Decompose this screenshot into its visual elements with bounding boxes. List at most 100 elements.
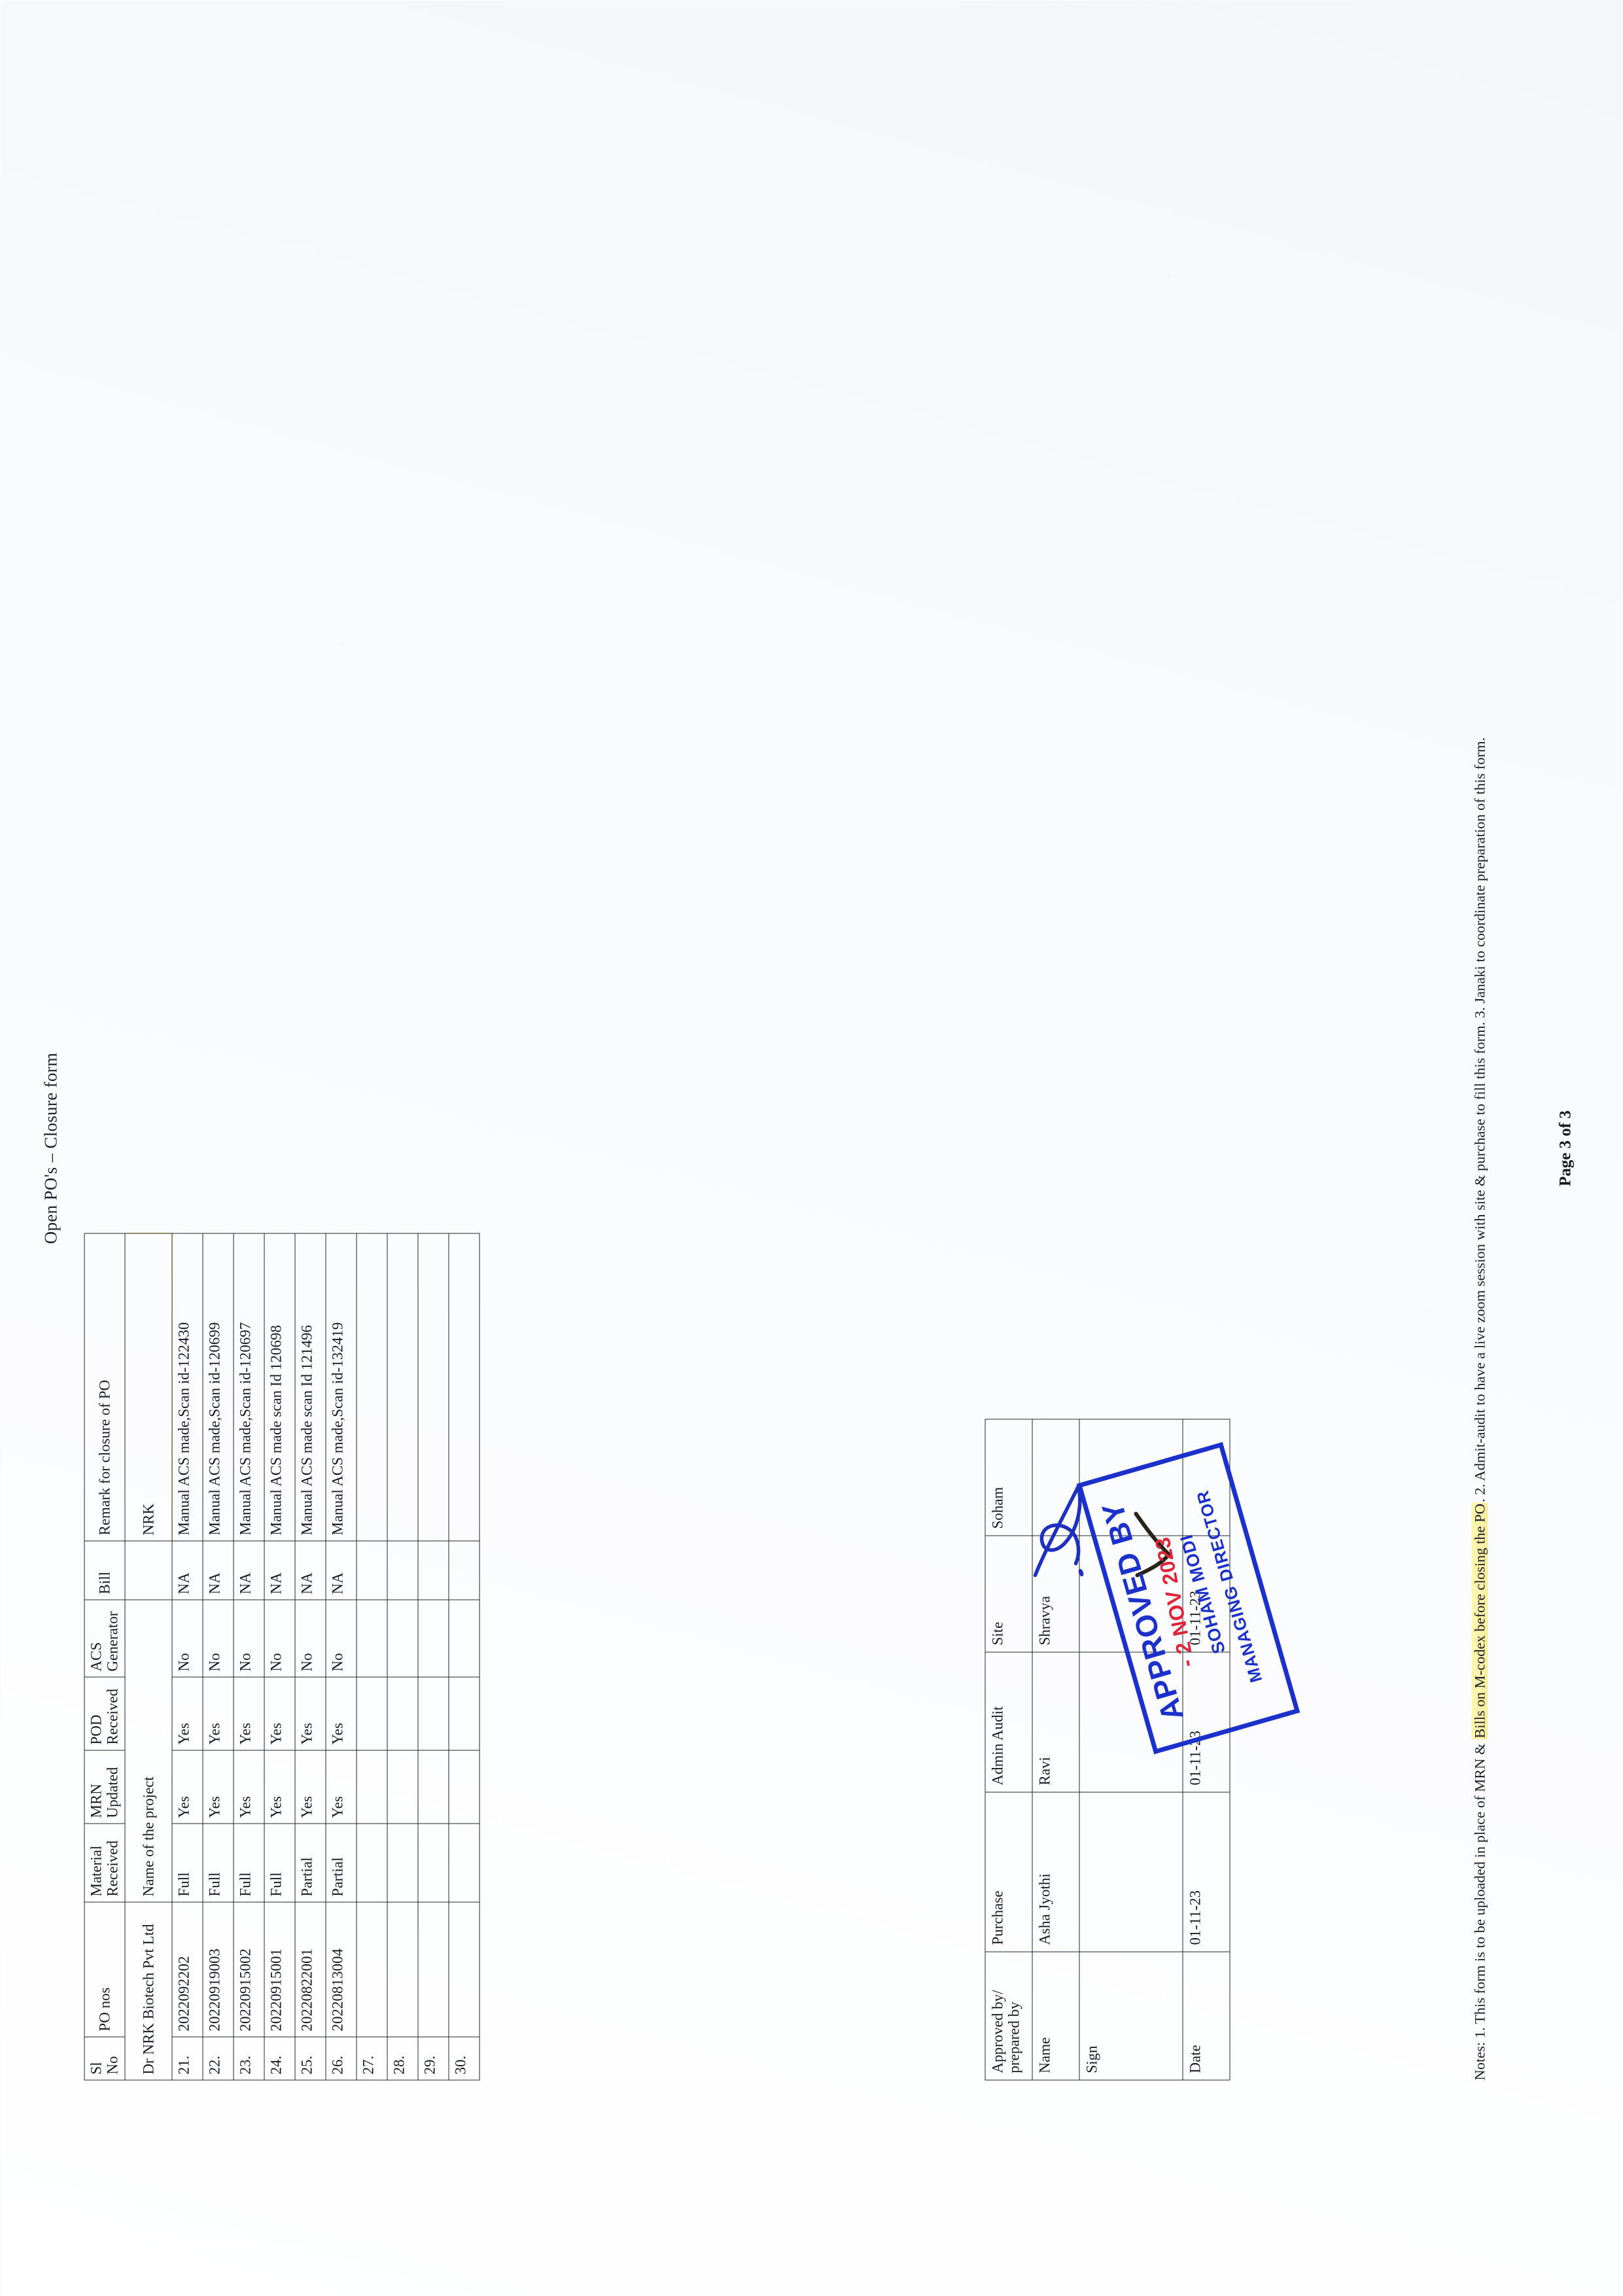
sig-cell-role-1: Purchase [985, 1792, 1032, 1952]
cell-material-received [448, 1823, 480, 1902]
table-row: 24. 20220915001 Full Yes Yes No NA Manual ACS m… [264, 1233, 295, 2080]
cell-remark [417, 1233, 449, 1541]
cell-sl-no: 29. [417, 2036, 449, 2080]
project-label-cell: Name of the project [124, 1599, 172, 1902]
table-row: 28. [387, 1233, 418, 2080]
cell-pod-received: Yes [202, 1676, 234, 1750]
sig-cell-date-3: 01-11-23 [1182, 1535, 1230, 1652]
cell-pod-received: Yes [233, 1676, 264, 1750]
cell-acs-generator [417, 1599, 449, 1677]
cell-bill [356, 1540, 387, 1600]
cell-mrn-updated [387, 1750, 418, 1824]
empty-bill-cell [124, 1540, 172, 1600]
cell-pod-received: Yes [294, 1676, 326, 1750]
cell-bill [387, 1540, 418, 1600]
cell-material-received: Full [171, 1823, 203, 1902]
cell-sl-no: 23. [233, 2036, 264, 2080]
table-body: 21. 2022092202 Full Yes Yes No NA Manual ACS ma… [171, 1233, 480, 2080]
sig-cell-name-4 [1032, 1419, 1079, 1536]
sig-cell-sign-3 [1079, 1535, 1183, 1652]
sig-cell-name-2: Ravi [1032, 1651, 1079, 1792]
sig-cell-sign-4 [1079, 1419, 1183, 1536]
cell-pod-received [356, 1676, 387, 1750]
cell-remark: Manual ACS made scan Id 121496 [294, 1233, 326, 1541]
cell-mrn-updated: Yes [202, 1750, 234, 1824]
cell-material-received: Partial [325, 1823, 357, 1902]
header-pod-received: POD Received [84, 1676, 125, 1750]
cell-po-no [448, 1901, 480, 2037]
cell-po-no: 2022092202 [171, 1901, 203, 2037]
table-row: 30. [448, 1233, 480, 2080]
cell-acs-generator [387, 1599, 418, 1677]
sig-sign-row: Sign [1079, 1419, 1183, 2080]
cell-mrn-updated: Yes [171, 1750, 203, 1824]
cell-po-no: 20220915001 [264, 1901, 295, 2037]
header-remark: Remark for closure of PO [84, 1233, 125, 1541]
header-sl-no: Sl No [84, 2036, 125, 2080]
cell-bill: NA [202, 1540, 234, 1600]
header-bill: Bill [84, 1540, 125, 1600]
project-name-cell: NRK [124, 1233, 172, 1541]
cell-remark: Manual ACS made scan Id 120698 [264, 1233, 295, 1541]
cell-po-no: 20220919003 [202, 1901, 234, 2037]
company-project-row: Dr NRK Biotech Pvt Ltd Name of the proje… [124, 1233, 172, 2080]
cell-acs-generator [448, 1599, 480, 1677]
cell-pod-received [417, 1676, 449, 1750]
page-title: Open PO's – Closure form [41, 1052, 60, 1244]
cell-po-no [417, 1901, 449, 2037]
cell-material-received: Full [202, 1823, 234, 1902]
sig-row-label-role: Approved by/ prepared by [985, 1951, 1032, 2080]
sig-cell-role-2: Admin Audit [985, 1651, 1032, 1792]
cell-acs-generator: No [264, 1599, 295, 1677]
cell-material-received [356, 1823, 387, 1902]
approval-signature-table: Approved by/ prepared by Purchase Admin Au… [985, 1419, 1230, 2080]
cell-remark: Manual ACS made,Scan id-120699 [202, 1233, 234, 1541]
table-row: 23. 20220915002 Full Yes Yes No NA Manual ACS m… [233, 1233, 264, 2080]
cell-sl-no: 28. [387, 2036, 418, 2080]
cell-acs-generator: No [171, 1599, 203, 1677]
table-row: 22. 20220919003 Full Yes Yes No NA Manual ACS m… [202, 1233, 234, 2080]
cell-material-received [417, 1823, 449, 1902]
cell-pod-received [448, 1676, 480, 1750]
cell-bill: NA [233, 1540, 264, 1600]
cell-acs-generator: No [325, 1599, 357, 1677]
cell-sl-no: 30. [448, 2036, 480, 2080]
table-header-row: Sl No PO nos Material Received MRN Updat… [84, 1233, 125, 2080]
table-row: 25. 20220822001 Partial Yes Yes No NA Manual AC… [294, 1233, 326, 2080]
table-row: 27. [356, 1233, 387, 2080]
cell-material-received: Partial [294, 1823, 326, 1902]
cell-bill: NA [325, 1540, 357, 1600]
notes-prefix: Notes: 1. This form is to be uploaded in… [1471, 1739, 1488, 2080]
cell-mrn-updated: Yes [325, 1750, 357, 1824]
cell-po-no [387, 1901, 418, 2037]
sig-row-label-name: Name [1032, 1951, 1079, 2080]
header-acs-generator: ACS Generator [84, 1599, 125, 1677]
sig-cell-name-1: Asha Jyothi [1032, 1792, 1079, 1952]
cell-material-received: Full [264, 1823, 295, 1902]
cell-sl-no: 24. [264, 2036, 295, 2080]
notes-suffix: . 2. Admit-audit to have a live zoom ses… [1471, 737, 1488, 1502]
cell-material-received: Full [233, 1823, 264, 1902]
cell-bill: NA [171, 1540, 203, 1600]
cell-bill [448, 1540, 480, 1600]
company-name-cell: Dr NRK Biotech Pvt Ltd [124, 1901, 172, 2080]
cell-mrn-updated [356, 1750, 387, 1824]
cell-pod-received: Yes [171, 1676, 203, 1750]
sig-role-row: Approved by/ prepared by Purchase Admin Au… [985, 1419, 1032, 2080]
sig-cell-date-4 [1182, 1419, 1230, 1536]
page-footer: Page 3 of 3 [1556, 1110, 1574, 1186]
cell-mrn-updated: Yes [264, 1750, 295, 1824]
table-row: 26. 20220813004 Partial Yes Yes No NA Manual AC… [325, 1233, 357, 2080]
cell-remark: Manual ACS made,Scan id-132419 [325, 1233, 357, 1541]
cell-sl-no: 21. [171, 2036, 203, 2080]
cell-sl-no: 25. [294, 2036, 326, 2080]
sig-cell-role-3: Site [985, 1535, 1032, 1652]
cell-remark: Manual ACS made,Scan id-120697 [233, 1233, 264, 1541]
cell-po-no: 20220822001 [294, 1901, 326, 2037]
sig-cell-date-2: 01-11-23 [1182, 1651, 1230, 1792]
header-po-nos: PO nos [84, 1901, 125, 2037]
header-mrn-updated: MRN Updated [84, 1750, 125, 1824]
notes-highlighted: Bills on M-codex before closing the PO [1471, 1502, 1488, 1740]
cell-sl-no: 26. [325, 2036, 357, 2080]
